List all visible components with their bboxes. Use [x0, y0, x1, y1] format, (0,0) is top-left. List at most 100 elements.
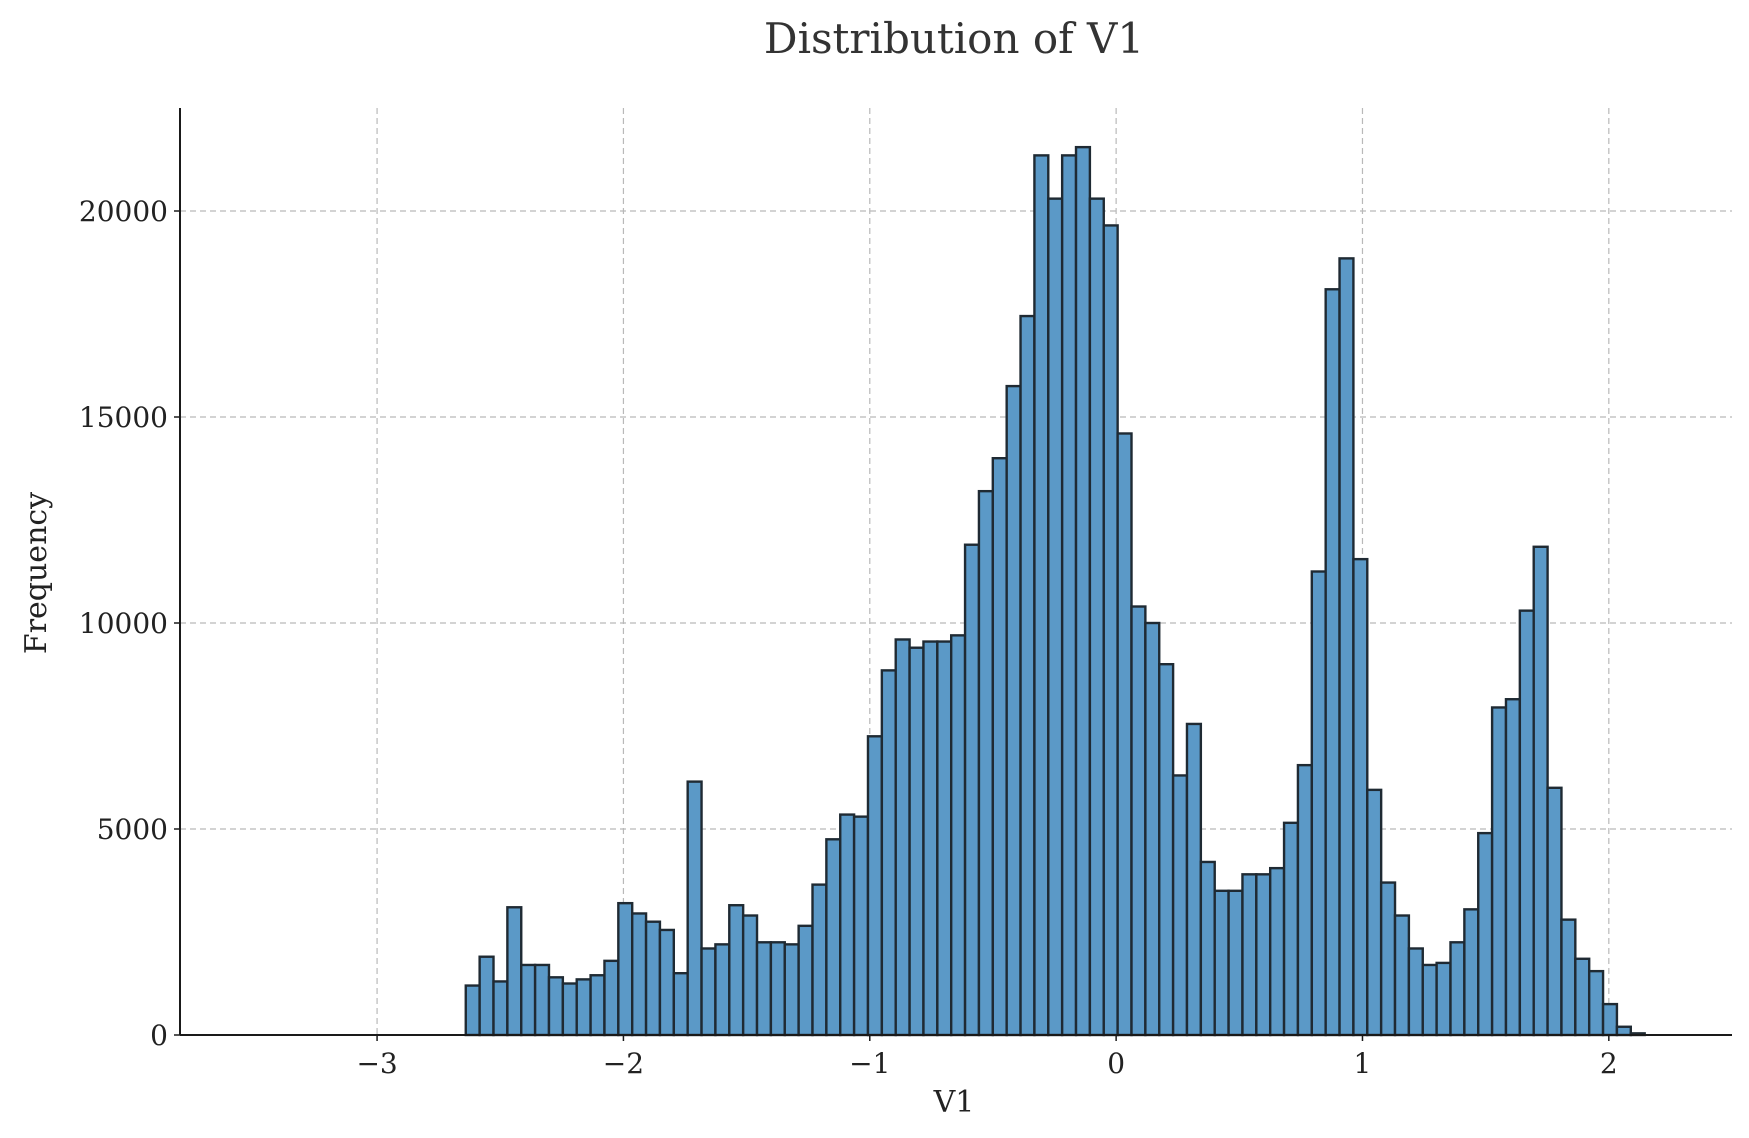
histogram-bar — [506, 906, 523, 1037]
histogram-bar — [1366, 788, 1383, 1037]
axes — [179, 108, 1732, 1036]
histogram-bar — [1144, 621, 1161, 1037]
histogram-bar — [1074, 145, 1092, 1037]
ticks: −3 −2 −1 0 1 2 0 5000 10000 15000 20000 — [79, 195, 1618, 1080]
histogram-bar — [1227, 889, 1244, 1037]
histogram-bar — [1130, 605, 1147, 1037]
histogram-bar — [1088, 197, 1105, 1037]
histogram-bar — [783, 943, 800, 1037]
histogram-bar — [1255, 873, 1272, 1037]
x-tick-label: −3 — [356, 1047, 397, 1080]
histogram-bar — [547, 976, 565, 1037]
y-tick-label: 0 — [150, 1019, 168, 1052]
histogram-bar — [1352, 557, 1369, 1037]
y-tick-label: 20000 — [79, 195, 168, 228]
x-tick-label: −2 — [603, 1047, 644, 1080]
histogram-bar — [1047, 197, 1064, 1037]
histogram-bar — [575, 978, 592, 1037]
histogram-bar — [1560, 918, 1577, 1037]
histogram-bar — [1019, 314, 1036, 1037]
chart-title: Distribution of V1 — [764, 14, 1144, 63]
x-tick-label: 1 — [1354, 1047, 1372, 1080]
histogram-bar — [1393, 914, 1411, 1037]
histogram-bar — [1282, 821, 1300, 1037]
histogram-bar — [839, 813, 856, 1037]
histogram-bar — [1601, 1002, 1619, 1037]
histogram-bar — [1268, 866, 1286, 1037]
histogram-bar — [589, 974, 606, 1037]
histogram-bar — [991, 457, 1008, 1037]
histogram-bar — [1490, 706, 1508, 1037]
histogram-bar — [963, 543, 981, 1037]
histogram-bar — [1435, 961, 1452, 1037]
histogram-bar — [852, 815, 870, 1037]
histogram-bar — [977, 489, 995, 1037]
histogram-bar — [1241, 873, 1258, 1037]
x-tick-label: 0 — [1107, 1047, 1125, 1080]
histogram-bar — [630, 912, 648, 1037]
histogram-bar — [492, 980, 509, 1037]
histogram-bar — [1449, 941, 1466, 1037]
x-tick-label: 2 — [1600, 1047, 1618, 1080]
histogram-bar — [714, 943, 731, 1037]
histogram-bar — [1546, 786, 1563, 1037]
histogram-bar — [1504, 698, 1522, 1037]
histogram-bar — [1407, 947, 1424, 1037]
histogram-bar — [741, 914, 759, 1037]
histogram-bar — [1518, 609, 1535, 1037]
y-tick-label: 10000 — [79, 607, 168, 640]
histogram-bar — [1158, 663, 1175, 1037]
histogram-bar — [561, 982, 578, 1037]
histogram-bar — [769, 941, 786, 1037]
histogram-bar — [922, 640, 939, 1037]
histogram-bar — [825, 838, 842, 1037]
histogram-bar — [908, 646, 925, 1037]
histogram-bar — [1060, 154, 1078, 1037]
histogram-bar — [686, 780, 703, 1037]
histogram-bar — [1615, 1025, 1632, 1037]
histogram-bar — [1532, 545, 1549, 1037]
histogram-bar — [533, 963, 551, 1037]
histogram-bar — [1338, 257, 1355, 1037]
histogram-bar — [658, 928, 676, 1037]
histogram-bar — [1185, 722, 1203, 1037]
histogram-bar — [520, 963, 537, 1037]
histogram-bar — [949, 634, 967, 1037]
histogram-bar — [1587, 969, 1605, 1037]
x-tick-label: −1 — [849, 1047, 890, 1080]
histogram-bar — [797, 924, 814, 1037]
histogram-bar — [1213, 889, 1230, 1037]
bars — [464, 145, 1646, 1037]
histogram-bar — [1310, 570, 1327, 1037]
histogram-bar — [1102, 224, 1119, 1037]
histogram-bar — [464, 984, 481, 1037]
histogram-bar — [1296, 763, 1314, 1037]
histogram-bar — [1116, 432, 1133, 1037]
histogram-bar — [1171, 774, 1189, 1037]
histogram-bar — [811, 883, 828, 1037]
y-axis-label: Frequency — [19, 492, 54, 654]
histogram-bar — [1005, 384, 1022, 1037]
histogram-bar — [1574, 957, 1591, 1037]
histogram-bar — [617, 901, 634, 1037]
histogram-bar — [700, 947, 717, 1037]
histogram-bar — [1421, 963, 1438, 1037]
histogram-bar — [1379, 881, 1397, 1037]
histogram-bar — [1463, 908, 1480, 1037]
histogram-bar — [603, 959, 620, 1037]
histogram-bar — [1477, 831, 1494, 1037]
histogram-bar — [1324, 288, 1341, 1037]
y-tick-label: 15000 — [79, 401, 168, 434]
x-axis-label: V1 — [933, 1085, 975, 1120]
y-tick-label: 5000 — [97, 813, 168, 846]
histogram-bar — [1199, 860, 1216, 1037]
histogram-bar — [936, 640, 953, 1037]
histogram-bar — [1033, 154, 1050, 1037]
histogram-bar — [866, 735, 884, 1037]
histogram-bar — [755, 941, 773, 1037]
histogram-bar — [478, 955, 495, 1037]
histogram-bar — [880, 669, 897, 1037]
histogram-bar — [894, 638, 911, 1037]
histogram-bar — [672, 972, 689, 1037]
